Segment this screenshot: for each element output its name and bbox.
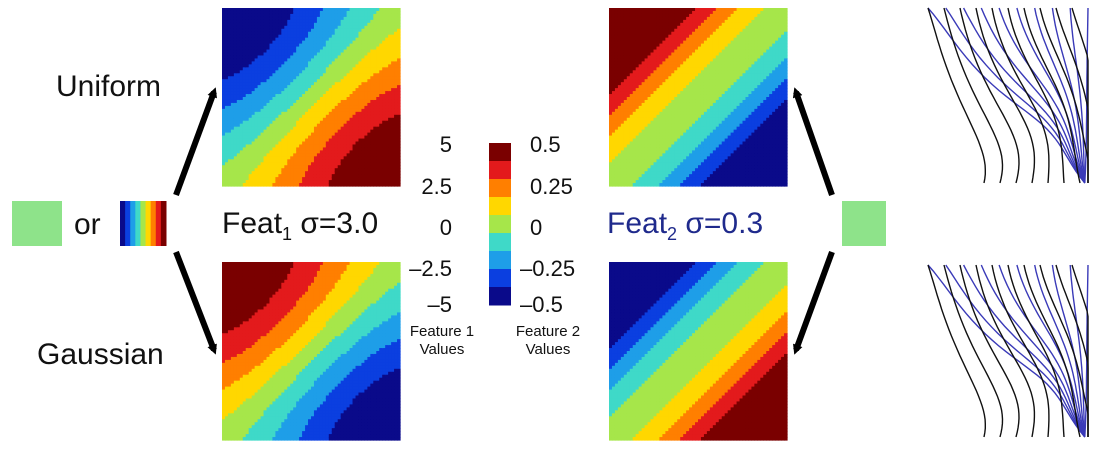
feature2-tick-4: –0.5 (520, 292, 563, 317)
grid-line-blue (1084, 264, 1089, 438)
grid-line-blue (980, 7, 1086, 184)
grid-line-blue (980, 264, 1086, 438)
grid-line-blue (1016, 264, 1086, 438)
grid-line-blue (1069, 7, 1086, 184)
colorbar-segment (489, 215, 511, 234)
feature1-tick-0: 5 (439, 132, 452, 157)
colorbar-segment (489, 233, 511, 252)
feature2-tick-1: 0.25 (530, 174, 573, 199)
feature1-tick-1: 2.5 (421, 174, 452, 199)
grid-line-black (975, 264, 1036, 438)
grid-line-blue (1084, 7, 1089, 184)
grid-line-blue (1069, 264, 1086, 438)
rainbow-stripe (150, 201, 157, 246)
grid-line-blue (962, 7, 1086, 184)
colorbar-segment (489, 143, 511, 162)
grid-line-black (975, 7, 1036, 184)
colorbar-segment (489, 179, 511, 198)
label-uniform: Uniform (56, 70, 162, 103)
grid-line-black (1039, 264, 1089, 437)
noise-swatch-left (12, 201, 62, 246)
colorbar-segment (489, 251, 511, 270)
grid-line-black (1071, 7, 1089, 183)
grid-line-black (959, 7, 1020, 184)
feature2-tick-3: –0.25 (520, 256, 576, 281)
colorbar-segment (489, 197, 511, 216)
grid-line-black (991, 264, 1050, 438)
colorbar-segment (489, 161, 511, 180)
grid-line-black (1039, 7, 1089, 183)
arrow-up-right (792, 87, 835, 196)
grid-line-black (1007, 7, 1065, 184)
grid-line-black (1023, 264, 1081, 438)
feature2-tick-2: 0 (530, 215, 543, 240)
deformation-grid-top (927, 7, 1089, 184)
grid-line-black (943, 264, 1004, 438)
colorbar (489, 143, 511, 306)
feature1-uniform-map (222, 8, 401, 187)
rainbow-stripe (120, 201, 126, 246)
rainbow-stripe (140, 201, 147, 246)
grid-line-blue (962, 264, 1086, 438)
grid-line-black (1071, 264, 1089, 437)
grid-line-black (927, 264, 986, 438)
grid-line-black (1023, 7, 1081, 184)
rainbow-stripe (145, 201, 152, 246)
grid-line-black (959, 264, 1020, 438)
feature1-tick-4: –5 (427, 292, 452, 317)
feature1-title: Feat1 σ=3.0 (222, 207, 379, 244)
rainbow-stripe (125, 201, 131, 246)
colorbar-segment (489, 269, 511, 288)
grid-line-blue (927, 264, 1086, 438)
grid-line-black (927, 7, 986, 184)
grid-line-blue (1016, 7, 1086, 184)
label-gaussian: Gaussian (37, 338, 164, 371)
arrow-down-right (793, 250, 835, 355)
feature2-gaussian-map (609, 262, 788, 441)
grid-line-black (1007, 264, 1065, 438)
deformation-grid-bottom (927, 264, 1089, 438)
feature2-title: Feat2 σ=0.3 (607, 207, 764, 244)
grid-line-black (943, 7, 1004, 184)
rainbow-stripe (160, 201, 167, 246)
grid-line-blue (1034, 264, 1086, 438)
rainbow-stripe (130, 201, 136, 246)
grid-line-blue (927, 7, 1086, 184)
rainbow-swatch (120, 201, 167, 246)
feature1-tick-3: –2.5 (409, 256, 452, 281)
label-or: or (74, 208, 101, 241)
arrow-up-left (173, 87, 217, 197)
noise-swatch-right (842, 201, 886, 246)
grid-line-black (991, 7, 1050, 184)
grid-line-blue (1034, 7, 1086, 184)
feature1-caption: Feature 1 Values (409, 323, 475, 358)
feature2-tick-0: 0.5 (530, 132, 561, 157)
feature1-tick-2: 0 (439, 215, 452, 240)
arrow-down-left (173, 250, 217, 355)
colorbar-segment (489, 287, 511, 306)
feature2-caption: Feature 2 Values (515, 323, 581, 358)
feature2-uniform-map (609, 8, 788, 187)
rainbow-stripe (155, 201, 162, 246)
feature1-gaussian-map (222, 262, 401, 441)
rainbow-stripe (135, 201, 141, 246)
